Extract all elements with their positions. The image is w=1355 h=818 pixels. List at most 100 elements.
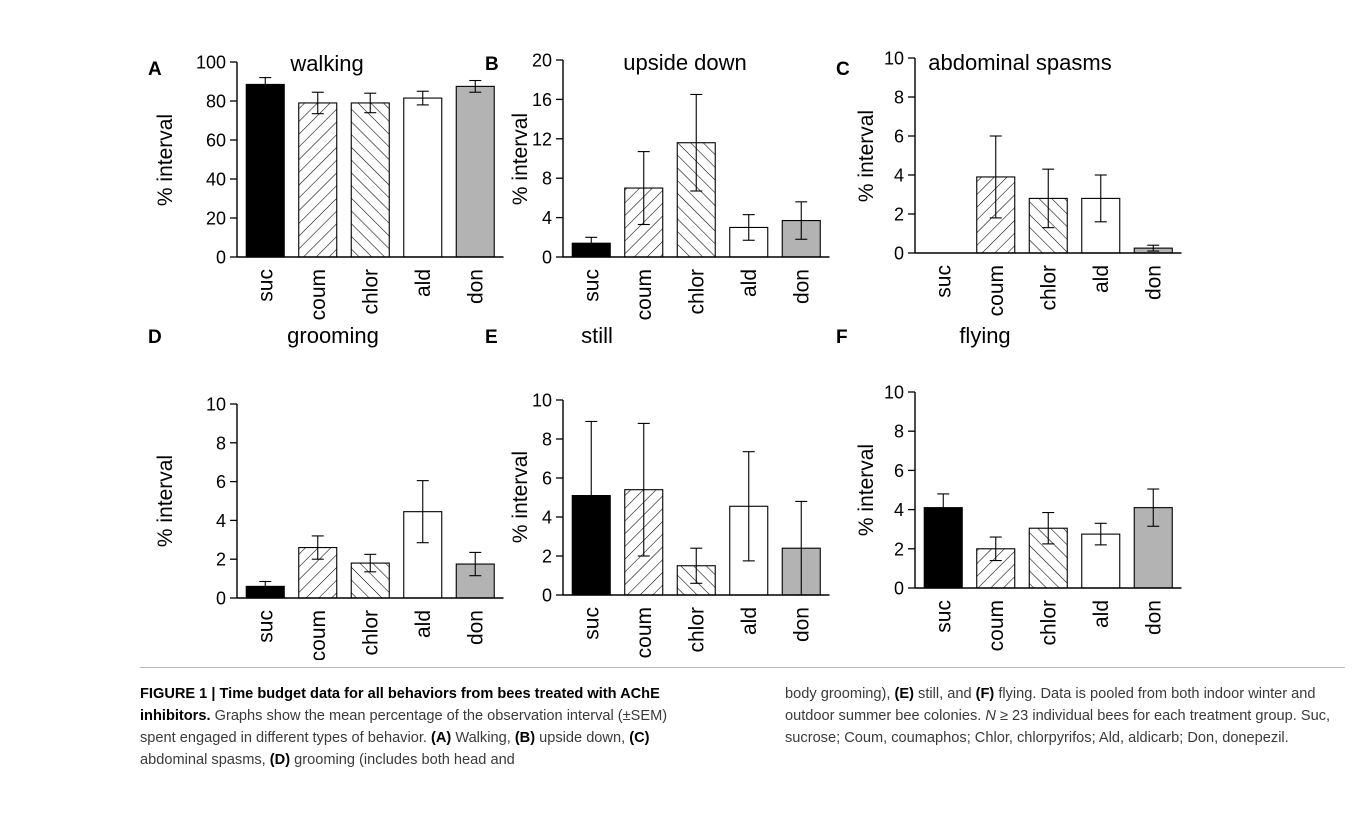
category-label-f-suc: suc bbox=[932, 600, 955, 633]
category-label-d-don: don bbox=[464, 610, 487, 645]
caption-ref-e: (E) bbox=[894, 686, 914, 702]
y-tick-label-a-2: 40 bbox=[206, 170, 226, 190]
y-tick-label-f-5: 10 bbox=[884, 383, 904, 403]
caption-text: Graphs show the mean percentage of the o… bbox=[140, 708, 668, 746]
category-label-e-ald: ald bbox=[738, 607, 761, 635]
y-tick-label-c-4: 8 bbox=[894, 88, 904, 108]
caption-text-d: grooming (includes both head and bbox=[290, 752, 515, 768]
panel-letter-f: F bbox=[836, 327, 848, 348]
caption-divider bbox=[140, 667, 1345, 668]
caption-text-continued: body grooming), bbox=[785, 686, 895, 702]
figure-caption: FIGURE 1 | Time budget data for all beha… bbox=[140, 683, 1345, 771]
panel-title-a: walking bbox=[289, 51, 363, 76]
y-tick-label-e-3: 6 bbox=[542, 469, 552, 489]
bar-a-ald bbox=[403, 97, 443, 258]
y-tick-label-e-1: 2 bbox=[542, 547, 552, 567]
y-tick-label-d-1: 2 bbox=[216, 550, 226, 570]
category-label-f-chlor: chlor bbox=[1037, 600, 1060, 646]
caption-column-left: FIGURE 1 | Time budget data for all beha… bbox=[140, 683, 700, 771]
y-tick-label-b-1: 4 bbox=[542, 208, 552, 228]
category-label-d-chlor: chlor bbox=[359, 610, 382, 656]
y-tick-label-e-4: 8 bbox=[542, 430, 552, 450]
y-tick-label-d-5: 10 bbox=[206, 395, 226, 415]
category-label-a-don: don bbox=[464, 269, 487, 304]
panel-letter-b: B bbox=[485, 54, 499, 75]
bar-a-don bbox=[455, 85, 495, 258]
bar-a-suc bbox=[245, 83, 285, 258]
category-label-c-chlor: chlor bbox=[1037, 265, 1060, 311]
y-tick-label-b-3: 12 bbox=[532, 129, 552, 149]
y-tick-label-d-4: 8 bbox=[216, 433, 226, 453]
caption-n-symbol: N bbox=[985, 708, 996, 724]
caption-text-e: still, and bbox=[913, 686, 976, 702]
y-tick-label-c-0: 0 bbox=[894, 244, 904, 264]
caption-ref-b: (B) bbox=[514, 730, 536, 746]
category-label-b-coum: coum bbox=[633, 269, 656, 320]
y-tick-label-d-0: 0 bbox=[216, 589, 226, 609]
category-label-e-don: don bbox=[790, 607, 813, 642]
panel-title-f: flying bbox=[959, 323, 1010, 348]
y-axis-label-f: % interval bbox=[855, 444, 878, 536]
caption-ref-f: (F) bbox=[975, 686, 995, 702]
caption-text-a: Walking, bbox=[451, 730, 515, 746]
panel-title-d: grooming bbox=[287, 323, 379, 348]
category-label-a-coum: coum bbox=[307, 269, 330, 320]
y-axis-label-b: % interval bbox=[509, 113, 532, 205]
y-tick-label-b-4: 16 bbox=[532, 90, 552, 110]
category-label-b-suc: suc bbox=[580, 269, 603, 302]
caption-ref-d: (D) bbox=[269, 752, 291, 768]
y-tick-label-c-2: 4 bbox=[894, 166, 904, 186]
panel-title-c: abdominal spasms bbox=[928, 50, 1111, 75]
caption-lead: FIGURE 1 | Time budget data for all beha… bbox=[140, 686, 660, 724]
category-label-b-chlor: chlor bbox=[685, 269, 708, 315]
category-label-f-don: don bbox=[1142, 600, 1165, 635]
category-label-b-ald: ald bbox=[738, 269, 761, 297]
caption-column-right: body grooming), (E) still, and (F) flyin… bbox=[785, 683, 1345, 771]
y-tick-label-a-3: 60 bbox=[206, 131, 226, 151]
y-tick-label-a-0: 0 bbox=[216, 248, 226, 268]
y-tick-label-c-5: 10 bbox=[884, 49, 904, 69]
panel-title-e: still bbox=[581, 323, 613, 348]
caption-text-f: flying. Data is pooled from both indoor … bbox=[785, 686, 1316, 724]
y-tick-label-a-5: 100 bbox=[196, 53, 226, 73]
y-axis-label-d: % interval bbox=[154, 455, 177, 547]
y-tick-label-f-3: 6 bbox=[894, 461, 904, 481]
caption-text-b: upside down, bbox=[535, 730, 630, 746]
category-label-b-don: don bbox=[790, 269, 813, 304]
y-tick-label-e-2: 4 bbox=[542, 508, 552, 528]
category-label-e-suc: suc bbox=[580, 607, 603, 640]
caption-ref-a: (A) bbox=[431, 730, 452, 746]
category-label-f-ald: ald bbox=[1090, 600, 1113, 628]
caption-ref-c: (C) bbox=[629, 730, 650, 746]
y-tick-label-e-5: 10 bbox=[532, 391, 552, 411]
y-tick-label-f-4: 8 bbox=[894, 422, 904, 442]
y-tick-label-f-1: 2 bbox=[894, 539, 904, 559]
y-axis-label-e: % interval bbox=[509, 451, 532, 543]
y-tick-label-b-0: 0 bbox=[542, 248, 552, 268]
panel-title-b: upside down bbox=[623, 50, 747, 75]
y-tick-label-c-3: 6 bbox=[894, 127, 904, 147]
category-label-a-ald: ald bbox=[412, 269, 435, 297]
panel-letter-a: A bbox=[148, 59, 162, 80]
y-tick-label-f-2: 4 bbox=[894, 500, 904, 520]
y-tick-label-e-0: 0 bbox=[542, 586, 552, 606]
category-label-c-coum: coum bbox=[985, 265, 1008, 316]
category-label-a-chlor: chlor bbox=[359, 269, 382, 315]
caption-text-n: ≥ 23 individual bees for each treatment … bbox=[785, 708, 1331, 746]
category-label-a-suc: suc bbox=[254, 269, 277, 302]
panel-letter-c: C bbox=[836, 59, 850, 80]
y-tick-label-a-4: 80 bbox=[206, 92, 226, 112]
category-label-c-don: don bbox=[1142, 265, 1165, 300]
category-label-c-ald: ald bbox=[1090, 265, 1113, 293]
category-label-e-coum: coum bbox=[633, 607, 656, 658]
category-label-e-chlor: chlor bbox=[685, 607, 708, 653]
category-label-d-ald: ald bbox=[412, 610, 435, 638]
y-axis-label-a: % interval bbox=[154, 114, 177, 206]
